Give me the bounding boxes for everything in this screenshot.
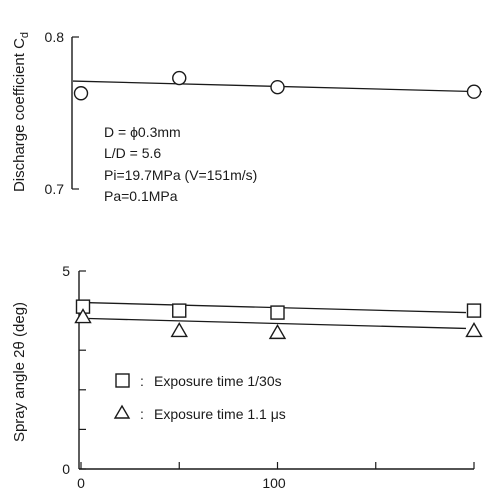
top-panel: 0.8 0.7 Discharge coefficient Cd D = ϕ0.… — [11, 29, 483, 204]
bottom-panel: 5 0 0 100 Spray angle 2θ (deg) : Exposur… — [11, 263, 483, 491]
annotation-injection-pressure: Pi=19.7MPa (V=151m/s) — [104, 167, 257, 183]
legend-square-marker — [115, 373, 130, 388]
legend-separator-square: : — [140, 373, 144, 389]
top-y-tick-label-0.8: 0.8 — [45, 29, 65, 45]
square-marker — [270, 305, 285, 320]
legend: : Exposure time 1/30s : Exposure time 1.… — [113, 373, 286, 422]
annotation-length-ratio: L/D = 5.6 — [104, 145, 161, 161]
bottom-y-tick-label-0: 0 — [62, 461, 70, 477]
top-marker-circle — [172, 70, 187, 86]
top-data-markers — [73, 70, 482, 101]
square-marker — [466, 303, 482, 318]
top-y-axis-label: Discharge coefficient Cd — [11, 32, 31, 192]
legend-label-square-series: Exposure time 1/30s — [154, 373, 282, 389]
legend-label-triangle-series: Exposure time 1.1 μs — [154, 406, 286, 422]
triangle-marker — [465, 321, 483, 338]
legend-separator-triangle: : — [140, 406, 144, 422]
square-marker — [172, 303, 187, 318]
triangle-marker — [74, 308, 92, 324]
legend-triangle-marker — [113, 404, 131, 419]
bottom-data-markers — [74, 299, 483, 340]
bottom-x-tick-label-0: 0 — [77, 475, 85, 491]
top-marker-circle — [73, 86, 89, 101]
bottom-x-ticks — [80, 462, 475, 469]
bottom-y-tick-label-5: 5 — [62, 263, 70, 279]
top-y-tick-label-0.7: 0.7 — [45, 181, 65, 197]
fit-line-triangle-series — [88, 317, 467, 330]
top-marker-circle — [270, 79, 285, 95]
annotation-ambient-pressure: Pa=0.1MPa — [104, 188, 178, 204]
bottom-x-tick-label-100: 100 — [262, 475, 286, 491]
triangle-marker — [268, 323, 287, 340]
bottom-y-axis-label: Spray angle 2θ (deg) — [11, 302, 28, 442]
top-marker-circle — [466, 84, 482, 99]
triangle-marker — [170, 321, 188, 338]
annotation-diameter: D = ϕ0.3mm — [104, 124, 181, 140]
